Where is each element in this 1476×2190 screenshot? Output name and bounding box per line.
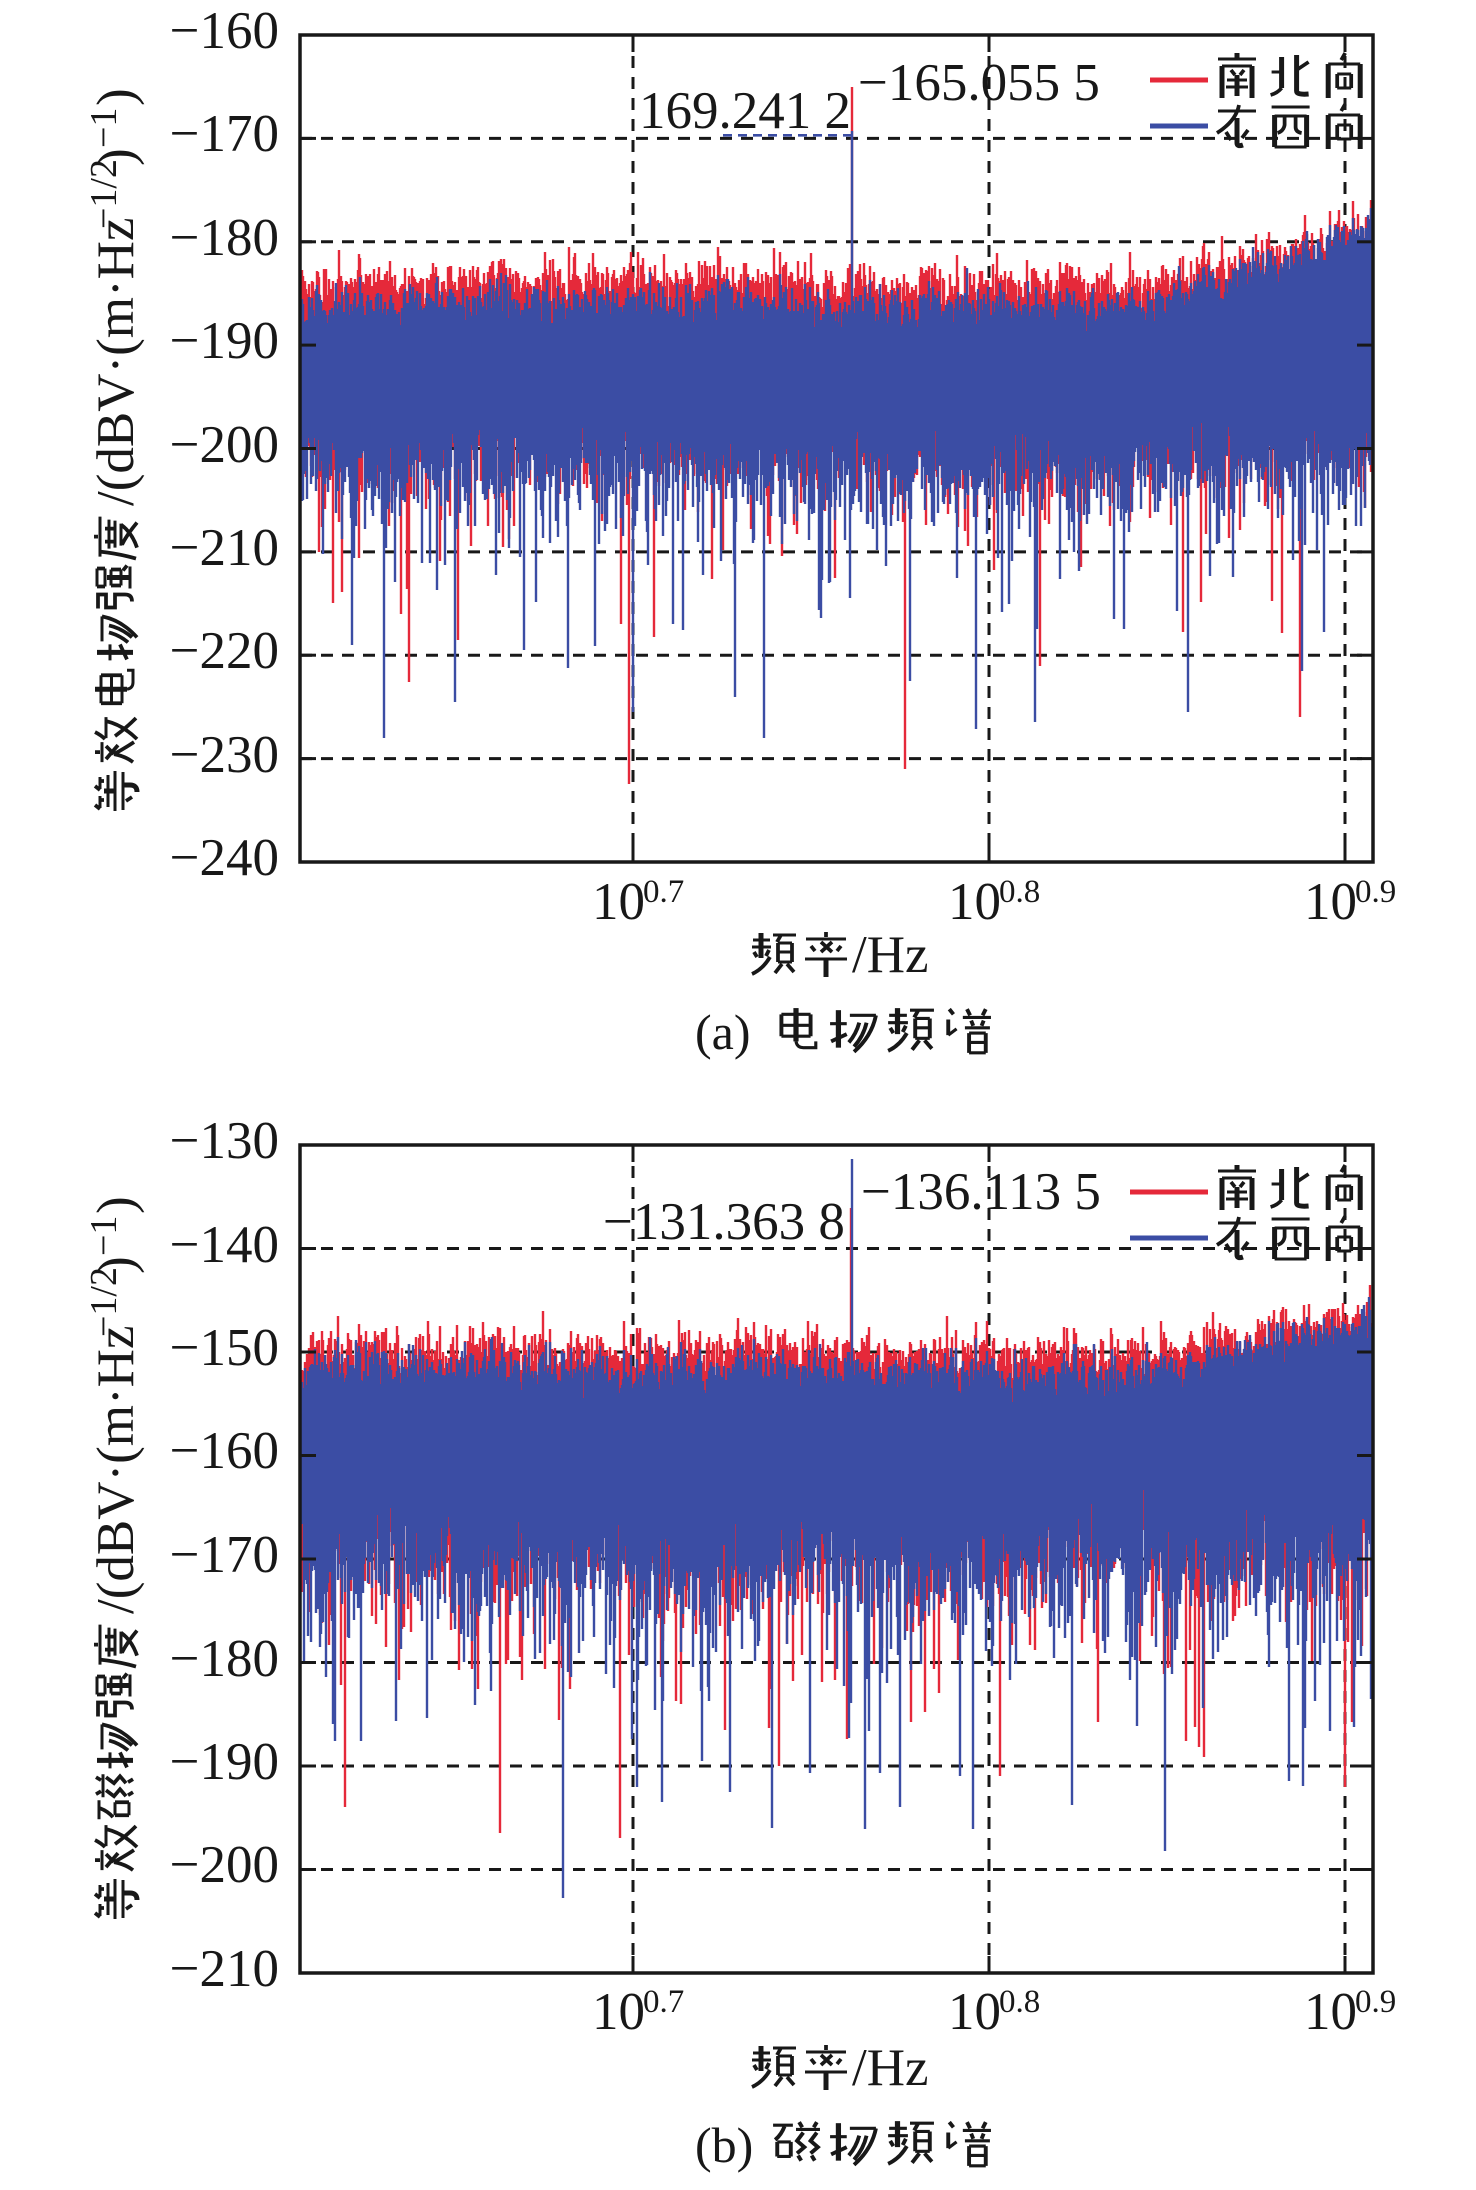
svg-text:−210: −210 [170, 1940, 279, 1998]
svg-text:−1: −1 [83, 108, 125, 148]
svg-text:−140: −140 [170, 1216, 279, 1274]
svg-text:(b): (b) [695, 2117, 753, 2173]
svg-text:10: 10 [1304, 1983, 1357, 2041]
svg-text:0.8: 0.8 [999, 1984, 1040, 2020]
svg-text:10: 10 [948, 873, 1001, 931]
svg-text:169.241 2: 169.241 2 [639, 82, 851, 140]
svg-text:): ) [87, 1196, 145, 1214]
svg-text:): ) [87, 88, 145, 106]
svg-text:0.7: 0.7 [643, 1984, 684, 2020]
svg-text:(a): (a) [695, 1004, 751, 1060]
svg-text:10: 10 [948, 1983, 1001, 2041]
svg-text:−1: −1 [83, 1216, 125, 1256]
svg-text:): ) [87, 148, 145, 166]
svg-text:−170: −170 [170, 105, 279, 163]
svg-text:−130: −130 [170, 1112, 279, 1170]
svg-text:0.9: 0.9 [1355, 874, 1396, 910]
svg-text:/(dBV·(m·Hz: /(dBV·(m·Hz [87, 218, 145, 506]
svg-text:/(dBV·(m·Hz: /(dBV·(m·Hz [87, 1326, 145, 1614]
svg-text:−150: −150 [170, 1319, 279, 1377]
svg-text:−1/2: −1/2 [83, 1267, 125, 1337]
svg-text:−220: −220 [170, 622, 279, 680]
svg-text:−200: −200 [170, 416, 279, 474]
svg-text:10: 10 [1304, 873, 1357, 931]
svg-text:−1/2: −1/2 [83, 159, 125, 229]
svg-text:−131.363 8: −131.363 8 [603, 1193, 845, 1251]
svg-text:−170: −170 [170, 1526, 279, 1584]
svg-text:10: 10 [592, 873, 645, 931]
svg-text:−200: −200 [170, 1836, 279, 1894]
svg-text:−210: −210 [170, 519, 279, 577]
svg-text:): ) [87, 1256, 145, 1274]
svg-text:−230: −230 [170, 726, 279, 784]
svg-text:−180: −180 [170, 209, 279, 267]
svg-text:10: 10 [592, 1983, 645, 2041]
svg-text:0.8: 0.8 [999, 874, 1040, 910]
svg-text:/Hz: /Hz [852, 2039, 929, 2097]
svg-text:−190: −190 [170, 1733, 279, 1791]
svg-text:/Hz: /Hz [852, 926, 929, 984]
svg-text:−240: −240 [170, 829, 279, 887]
svg-text:−160: −160 [170, 2, 279, 60]
svg-text:−160: −160 [170, 1422, 279, 1480]
svg-text:0.9: 0.9 [1355, 1984, 1396, 2020]
svg-text:−180: −180 [170, 1630, 279, 1688]
svg-text:−136.113 5: −136.113 5 [861, 1163, 1101, 1221]
svg-text:0.7: 0.7 [643, 874, 684, 910]
svg-text:−165.055 5: −165.055 5 [858, 54, 1100, 112]
svg-text:−190: −190 [170, 312, 279, 370]
